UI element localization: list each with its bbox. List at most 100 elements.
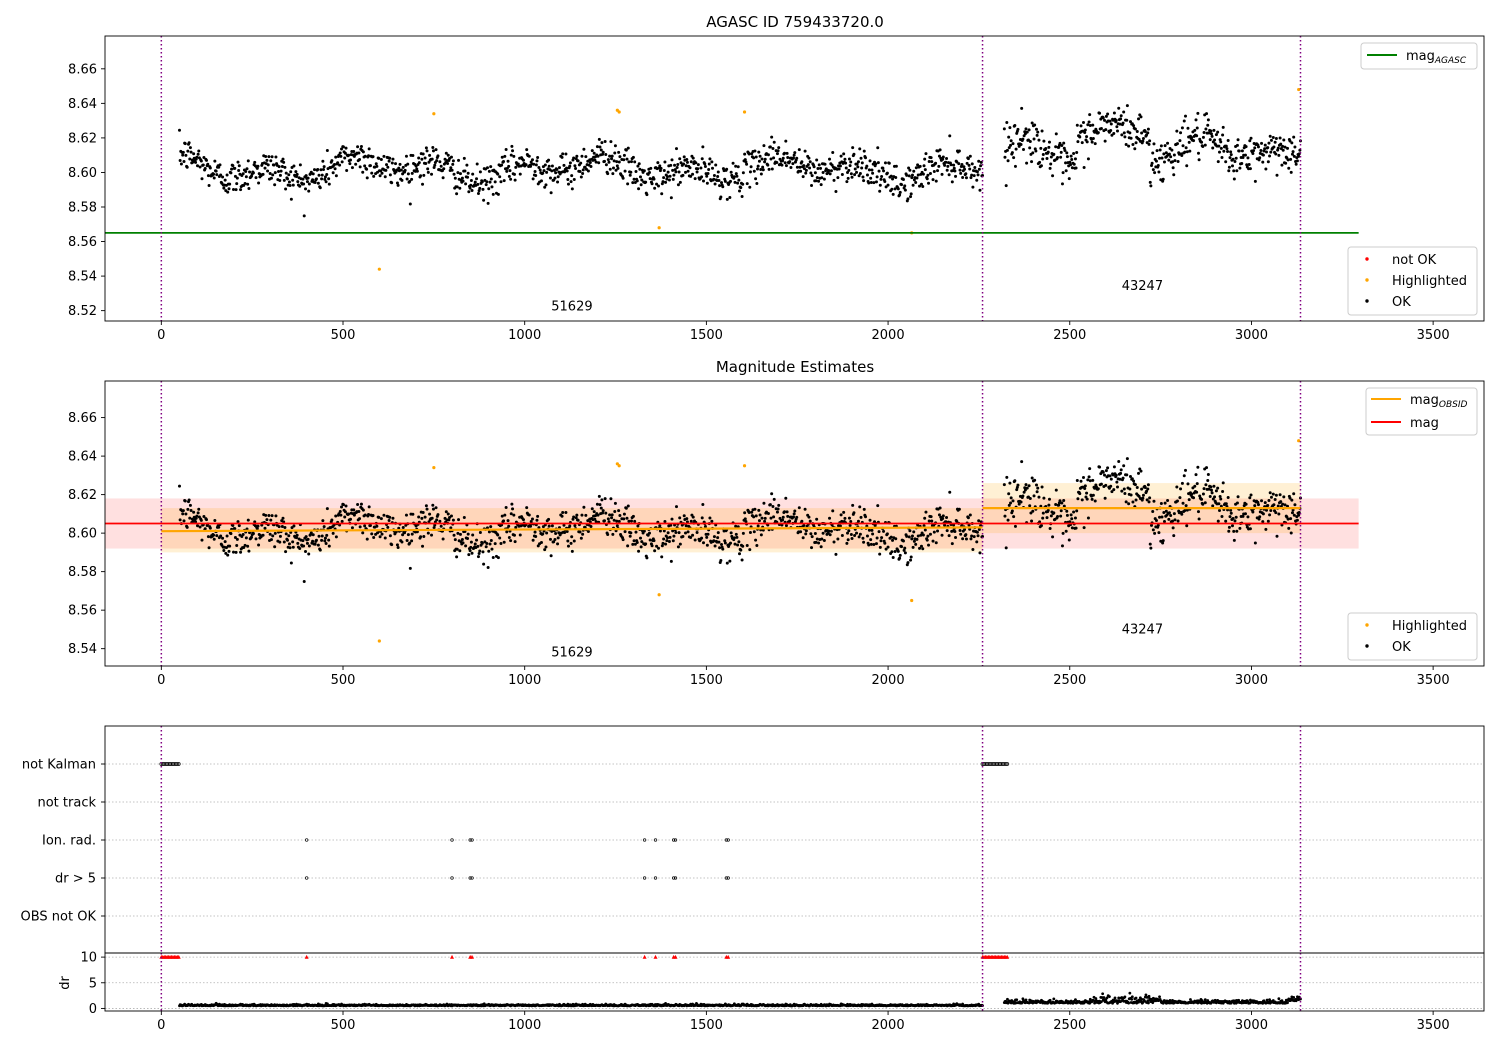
ok-point: [349, 158, 353, 162]
ok-point: [923, 516, 927, 520]
ok-point: [914, 181, 918, 185]
ok-point: [289, 561, 293, 565]
ok-point: [1202, 131, 1206, 135]
ok-point: [1143, 485, 1147, 489]
ok-point: [322, 525, 326, 529]
ok-point: [493, 542, 497, 546]
ok-point: [762, 144, 766, 148]
ok-point: [930, 519, 934, 523]
ok-point: [1060, 182, 1064, 186]
ok-point: [837, 167, 841, 171]
ok-point: [647, 170, 651, 174]
ok-point: [298, 163, 302, 167]
ok-point: [609, 140, 613, 144]
ok-point: [1158, 515, 1162, 519]
flag-point: [642, 876, 647, 880]
ok-point: [650, 182, 654, 186]
ok-point: [200, 538, 204, 542]
ok-point: [1170, 148, 1174, 152]
ok-point: [725, 561, 729, 565]
ok-point: [188, 516, 192, 520]
ok-point: [263, 526, 267, 530]
ok-point: [1044, 147, 1048, 151]
ok-point: [1276, 504, 1280, 508]
ok-point: [671, 168, 675, 172]
ok-point: [943, 163, 947, 167]
ok-point: [1130, 477, 1134, 481]
ok-point: [786, 155, 790, 159]
ok-point: [705, 181, 709, 185]
ok-point: [1131, 500, 1135, 504]
ok-point: [358, 165, 362, 169]
ok-point: [212, 176, 216, 180]
ok-point: [518, 172, 522, 176]
ok-point: [1291, 150, 1295, 154]
ok-point: [401, 172, 405, 176]
ok-point: [1160, 156, 1164, 160]
ok-point: [1201, 502, 1205, 506]
ok-point: [1212, 128, 1216, 132]
ok-point: [452, 533, 456, 537]
ok-point: [1087, 475, 1091, 479]
ok-point: [181, 509, 185, 513]
ok-point: [379, 169, 383, 173]
ok-point: [628, 534, 632, 538]
ok-point: [1031, 509, 1035, 513]
ok-point: [748, 170, 752, 174]
ok-point: [490, 185, 494, 189]
ok-point: [1146, 131, 1150, 135]
ok-point: [505, 169, 509, 173]
ok-point: [470, 551, 474, 555]
ok-point: [786, 514, 790, 518]
ok-point: [685, 160, 689, 164]
ok-point: [725, 197, 729, 201]
ok-point: [1098, 111, 1102, 115]
ok-point: [903, 546, 907, 550]
flag-point: [724, 838, 729, 842]
ok-point: [975, 530, 979, 534]
ok-point: [543, 548, 547, 552]
ok-point: [1048, 527, 1052, 531]
ok-point: [295, 533, 299, 537]
ok-point: [1101, 116, 1105, 120]
ok-point: [745, 162, 749, 166]
ok-point: [1210, 134, 1214, 138]
ok-point: [831, 150, 835, 154]
ok-point: [195, 524, 199, 528]
ok-point: [344, 146, 348, 150]
ok-point: [471, 533, 475, 537]
ok-point: [192, 152, 196, 156]
ok-point: [338, 151, 342, 155]
ok-point: [435, 518, 439, 522]
ok-point: [553, 537, 557, 541]
ok-point: [822, 539, 826, 543]
ok-point: [397, 166, 401, 170]
ok-point: [460, 176, 464, 180]
ok-point: [480, 180, 484, 184]
ok-point: [1229, 153, 1233, 157]
ok-point: [772, 515, 776, 519]
ok-point: [1104, 469, 1108, 473]
ok-point: [471, 172, 475, 176]
ok-point: [867, 168, 871, 172]
ok-point: [1153, 531, 1157, 535]
estimates-xtick-label: 2500: [1053, 673, 1086, 688]
ok-point: [795, 156, 799, 160]
ok-point: [1139, 469, 1143, 473]
ok-point: [941, 514, 945, 518]
ok-point: [268, 532, 272, 536]
ok-point: [626, 146, 630, 150]
ok-point: [1012, 156, 1016, 160]
ok-point: [277, 165, 281, 169]
ok-point: [1275, 534, 1279, 538]
ok-point: [250, 535, 254, 539]
ok-point: [1101, 470, 1105, 474]
ok-point: [881, 166, 885, 170]
ok-point: [1085, 491, 1089, 495]
ok-point: [1082, 165, 1086, 169]
ok-point: [1272, 503, 1276, 507]
ok-point: [978, 551, 982, 555]
ok-point: [906, 561, 910, 565]
ok-point: [632, 177, 636, 181]
ok-point: [909, 192, 913, 196]
